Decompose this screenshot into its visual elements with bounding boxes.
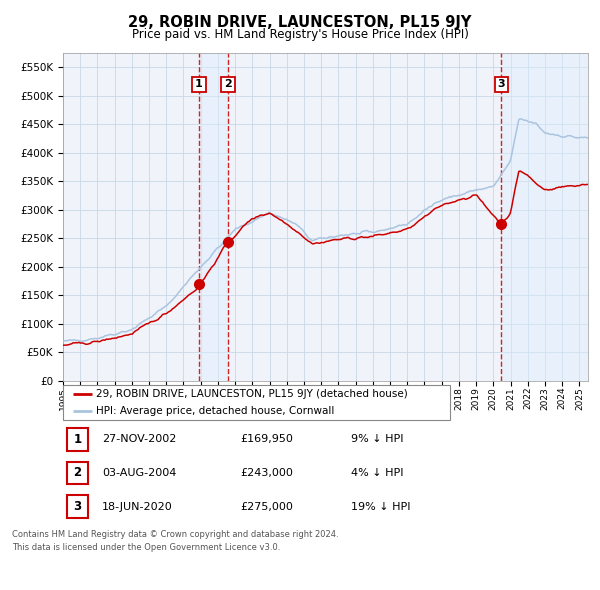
Text: 29, ROBIN DRIVE, LAUNCESTON, PL15 9JY (detached house): 29, ROBIN DRIVE, LAUNCESTON, PL15 9JY (d… [96,389,407,399]
Text: 1: 1 [195,80,203,90]
FancyBboxPatch shape [67,495,88,518]
Text: 2: 2 [73,466,82,480]
Text: £243,000: £243,000 [240,468,293,478]
Text: £275,000: £275,000 [240,502,293,512]
Text: 27-NOV-2002: 27-NOV-2002 [102,434,176,444]
Text: 03-AUG-2004: 03-AUG-2004 [102,468,176,478]
Text: 2: 2 [224,80,232,90]
Text: 19% ↓ HPI: 19% ↓ HPI [351,502,410,512]
Text: 4% ↓ HPI: 4% ↓ HPI [351,468,404,478]
Text: 3: 3 [497,80,505,90]
Bar [501,53,588,381]
Text: 9% ↓ HPI: 9% ↓ HPI [351,434,404,444]
Text: 18-JUN-2020: 18-JUN-2020 [102,502,173,512]
Text: 1: 1 [73,432,82,446]
FancyBboxPatch shape [67,461,88,484]
Bar [199,53,228,381]
FancyBboxPatch shape [67,428,88,451]
FancyBboxPatch shape [63,385,450,420]
Text: Price paid vs. HM Land Registry's House Price Index (HPI): Price paid vs. HM Land Registry's House … [131,28,469,41]
Text: Contains HM Land Registry data © Crown copyright and database right 2024.: Contains HM Land Registry data © Crown c… [12,530,338,539]
Text: This data is licensed under the Open Government Licence v3.0.: This data is licensed under the Open Gov… [12,543,280,552]
Text: HPI: Average price, detached house, Cornwall: HPI: Average price, detached house, Corn… [96,405,334,415]
Text: 3: 3 [73,500,82,513]
Text: £169,950: £169,950 [240,434,293,444]
Text: 29, ROBIN DRIVE, LAUNCESTON, PL15 9JY: 29, ROBIN DRIVE, LAUNCESTON, PL15 9JY [128,15,472,30]
